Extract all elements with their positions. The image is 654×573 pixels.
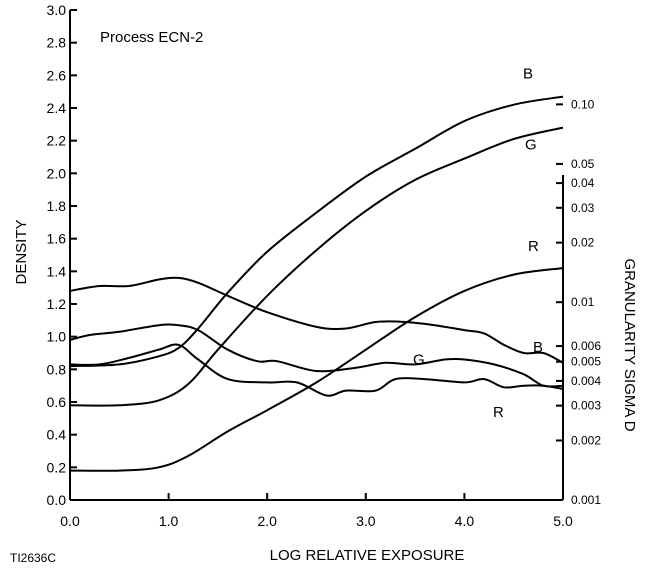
y-tick-label: 3.0 — [47, 2, 67, 18]
density-curve-R — [69, 267, 564, 472]
chart-title: Process ECN-2 — [100, 29, 203, 46]
granularity-curve-B — [69, 276, 564, 364]
y-tick-label: 1.4 — [47, 263, 67, 279]
y-tick-label: 1.0 — [47, 329, 67, 345]
y2-tick-label: 0.04 — [571, 176, 595, 190]
y-tick-label: 1.6 — [47, 231, 67, 247]
axes: 0.0 0.2 0.4 0.6 0.8 1.0 1.2 1.4 1.6 1.8 2.0 2.2 2.4 2… — [47, 2, 602, 529]
y2-tick-label: 0.005 — [571, 355, 601, 369]
x-tick-label: 5.0 — [553, 513, 573, 529]
x-tick-label: 0.0 — [60, 513, 80, 529]
y2-tick-label: 0.001 — [571, 493, 601, 507]
y-tick-label: 0.6 — [47, 394, 67, 410]
curve-label-density-B: B — [523, 66, 533, 83]
y-axis-title: DENSITY — [13, 219, 30, 284]
granularity-curve-G — [69, 323, 564, 388]
density-curve-G — [69, 126, 564, 407]
x-tick-label: 2.0 — [257, 513, 277, 529]
y2-axis-title: GRANULARITY SIGMA D — [621, 258, 638, 431]
y-tick-label: 0.4 — [47, 427, 67, 443]
density-curve-B — [69, 95, 564, 368]
y2-tick-label: 0.10 — [571, 97, 595, 111]
labels: B G R B G R — [413, 66, 543, 421]
y2-tick-label: 0.002 — [571, 433, 601, 447]
y-tick-label: 1.8 — [47, 198, 67, 214]
curve-label-granularity-R: R — [493, 404, 504, 421]
y2-tick-label: 0.003 — [571, 399, 601, 413]
y-tick-label: 0.8 — [47, 361, 67, 377]
x-axis-title: LOG RELATIVE EXPOSURE — [270, 547, 465, 564]
curve-label-granularity-G: G — [413, 352, 425, 369]
x-tick-label: 4.0 — [455, 513, 475, 529]
y-tick-label: 0.2 — [47, 459, 67, 475]
y-tick-label: 1.2 — [47, 296, 67, 312]
y2-tick-label: 0.03 — [571, 201, 595, 215]
y2-tick-label: 0.004 — [571, 374, 601, 388]
y2-tick-label: 0.02 — [571, 236, 595, 250]
y2-tick-label: 0.006 — [571, 339, 601, 353]
y2-tick-label: 0.05 — [571, 157, 595, 171]
x-tick-label: 3.0 — [356, 513, 376, 529]
curve-label-density-G: G — [525, 137, 537, 154]
y-tick-label: 2.0 — [47, 165, 67, 181]
granularity-curve-R — [69, 343, 564, 397]
curves — [69, 95, 564, 472]
curve-label-granularity-B: B — [533, 339, 543, 356]
y2-tick-label: 0.01 — [571, 295, 595, 309]
y-tick-label: 2.8 — [47, 35, 67, 51]
y-tick-label: 0.0 — [47, 492, 67, 508]
x-tick-label: 1.0 — [159, 513, 179, 529]
figure-code: TI2636C — [10, 551, 56, 565]
curve-label-density-R: R — [528, 238, 539, 255]
y-tick-label: 2.2 — [47, 133, 67, 149]
y-tick-label: 2.6 — [47, 67, 67, 83]
y-tick-label: 2.4 — [47, 100, 67, 116]
